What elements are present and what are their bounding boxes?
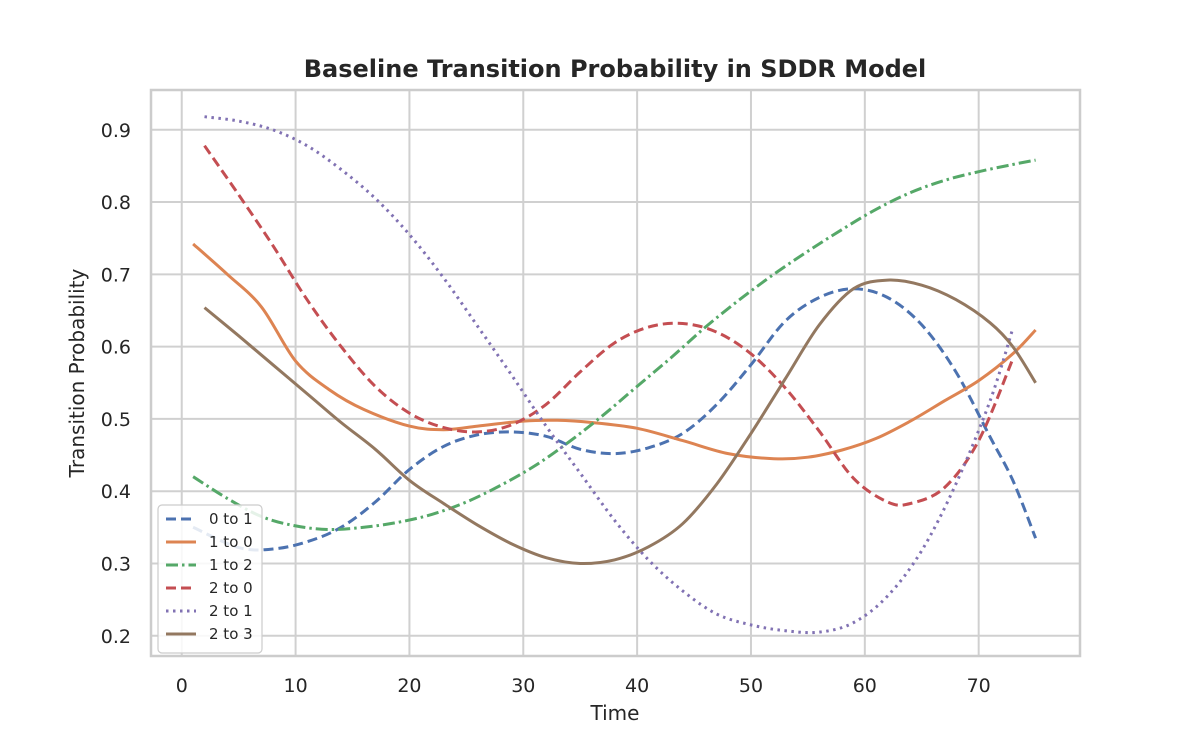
grid-lines (151, 90, 1080, 656)
series-lines (192, 115, 1037, 635)
legend-label: 1 to 0 (209, 533, 253, 551)
x-tick-label: 20 (397, 675, 421, 697)
plot-frame (149, 88, 1082, 658)
y-tick-label: 0.7 (101, 264, 131, 286)
series-line-1-to-0 (192, 242, 1037, 461)
x-tick-label: 40 (625, 675, 649, 697)
series-line-2-to-1 (204, 115, 1015, 635)
x-tick-label: 30 (511, 675, 535, 697)
x-tick-label: 10 (283, 675, 307, 697)
y-axis-label: Transition Probability (65, 268, 89, 478)
legend-label: 2 to 1 (209, 602, 253, 620)
legend: 0 to 1 1 to 0 1 to 2 2 to 0 2 to 1 2 to 3 (157, 504, 263, 654)
y-tick-label: 0.5 (101, 409, 131, 431)
x-axis-label: Time (590, 701, 640, 725)
x-tick-label: 50 (739, 675, 763, 697)
y-tick-label: 0.2 (101, 626, 131, 648)
axis-ticks: 0 10 20 30 40 50 60 70 0.2 0.3 0.4 0.5 0.6 0.7 0.8 0.9 (101, 120, 991, 697)
x-tick-label: 0 (176, 675, 188, 697)
x-tick-label: 60 (853, 675, 877, 697)
y-tick-label: 0.3 (101, 553, 131, 575)
series-line-2-to-3 (203, 278, 1037, 566)
legend-label: 0 to 1 (209, 510, 253, 528)
legend-label: 2 to 3 (209, 625, 253, 643)
y-tick-label: 0.6 (101, 337, 131, 359)
series-line-1-to-2 (192, 158, 1036, 532)
y-tick-label: 0.9 (101, 120, 131, 142)
legend-label: 1 to 2 (209, 556, 253, 574)
x-tick-label: 70 (967, 675, 991, 697)
series-line-2-to-0 (203, 144, 1015, 507)
y-tick-label: 0.8 (101, 192, 131, 214)
legend-label: 2 to 0 (209, 579, 253, 597)
y-tick-label: 0.4 (101, 481, 131, 503)
series-line-0-to-1 (192, 287, 1037, 552)
chart-title: Baseline Transition Probability in SDDR … (304, 55, 927, 83)
